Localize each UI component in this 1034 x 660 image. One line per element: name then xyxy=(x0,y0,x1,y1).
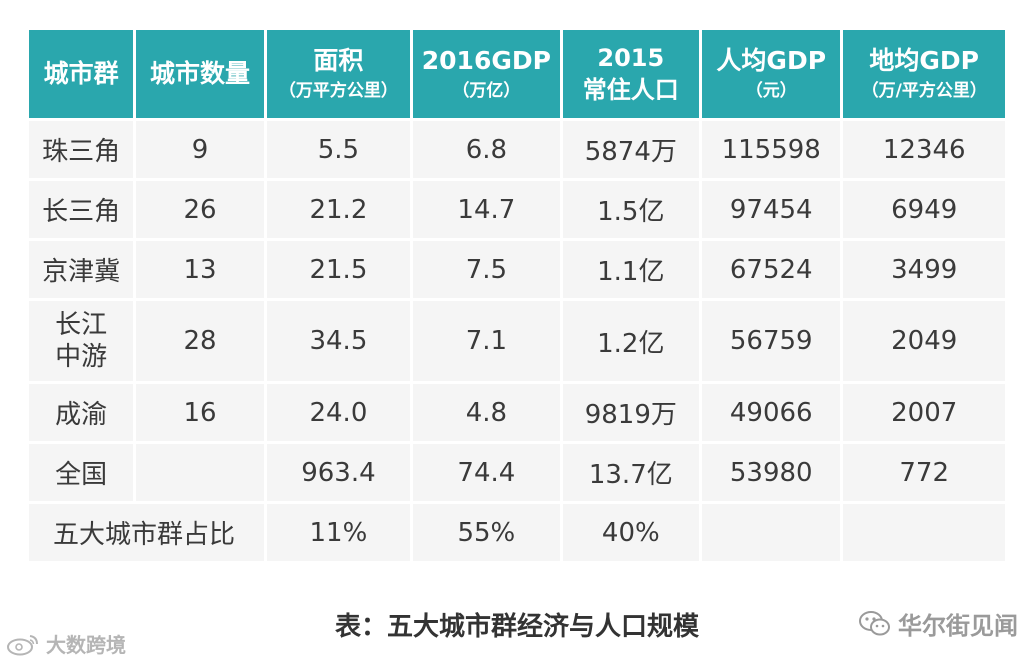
cell-gdp-per-area: 3499 xyxy=(843,241,1005,301)
cell-count: 28 xyxy=(136,301,264,384)
cell-gdp: 6.8 xyxy=(413,121,560,181)
cell-area: 963.4 xyxy=(266,444,411,504)
watermark-left-text: 大数跨境 xyxy=(46,633,126,657)
cell-name-line2: 中游 xyxy=(55,342,108,372)
table-row: 成渝 16 24.0 4.8 9819万 49066 2007 xyxy=(29,384,1005,444)
cell-gdp-per-capita: 67524 xyxy=(702,241,841,301)
share-area: 11% xyxy=(266,504,411,564)
share-empty xyxy=(702,504,841,564)
share-row: 五大城市群占比 11% 55% 40% xyxy=(29,504,1005,564)
table-row: 京津冀 13 21.5 7.5 1.1亿 67524 3499 xyxy=(29,241,1005,301)
cell-name: 成渝 xyxy=(29,384,134,444)
table-row: 珠三角 9 5.5 6.8 5874万 115598 12346 xyxy=(29,121,1005,181)
watermark-left: 大数跨境 xyxy=(6,629,126,658)
table-caption: 表：五大城市群经济与人口规模 xyxy=(334,612,699,642)
cell-count: 9 xyxy=(136,121,264,181)
cell-area: 34.5 xyxy=(266,301,411,384)
share-gdp: 55% xyxy=(413,504,560,564)
cell-area: 5.5 xyxy=(266,121,411,181)
cell-population: 1.5亿 xyxy=(562,181,700,241)
cell-count xyxy=(136,444,264,504)
cell-population: 9819万 xyxy=(562,384,700,444)
cell-gdp-per-area: 2049 xyxy=(843,301,1005,384)
cell-gdp: 14.7 xyxy=(413,181,560,241)
cell-gdp-per-capita: 115598 xyxy=(702,121,841,181)
header-row: 城市群 城市数量 面积 （万平方公里） 2016GDP （万亿） 2015 常住人口 … xyxy=(29,30,1005,121)
data-table-container: 城市群 城市数量 面积 （万平方公里） 2016GDP （万亿） 2015 常住人口 … xyxy=(26,30,1008,564)
cell-name: 京津冀 xyxy=(29,241,134,301)
share-population: 40% xyxy=(562,504,700,564)
cell-gdp: 7.1 xyxy=(413,301,560,384)
cell-gdp-per-capita: 49066 xyxy=(702,384,841,444)
cell-name-line1: 长江 xyxy=(55,310,108,340)
cell-gdp: 7.5 xyxy=(413,241,560,301)
header-population: 2015 常住人口 xyxy=(562,30,700,121)
header-gdp-per-area: 地均GDP （万/平方公里） xyxy=(843,30,1005,121)
cell-gdp-per-area: 2007 xyxy=(843,384,1005,444)
share-empty xyxy=(843,504,1005,564)
cell-name: 长江 中游 xyxy=(29,301,134,384)
cell-count: 16 xyxy=(136,384,264,444)
city-cluster-table: 城市群 城市数量 面积 （万平方公里） 2016GDP （万亿） 2015 常住人口 … xyxy=(26,30,1008,564)
header-area: 面积 （万平方公里） xyxy=(266,30,411,121)
table-row: 全国 963.4 74.4 13.7亿 53980 772 xyxy=(29,444,1005,504)
cell-count: 26 xyxy=(136,181,264,241)
cell-area: 21.5 xyxy=(266,241,411,301)
cell-gdp: 74.4 xyxy=(413,444,560,504)
table-row: 长江 中游 28 34.5 7.1 1.2亿 56759 2049 xyxy=(29,301,1005,384)
header-gdp: 2016GDP （万亿） xyxy=(413,30,560,121)
cell-gdp-per-capita: 56759 xyxy=(702,301,841,384)
cell-gdp-per-area: 6949 xyxy=(843,181,1005,241)
cell-population: 5874万 xyxy=(562,121,700,181)
cell-name: 珠三角 xyxy=(29,121,134,181)
cell-area: 24.0 xyxy=(266,384,411,444)
header-gdp-per-capita: 人均GDP （元） xyxy=(702,30,841,121)
cell-population: 1.2亿 xyxy=(562,301,700,384)
cell-population: 13.7亿 xyxy=(562,444,700,504)
cell-population: 1.1亿 xyxy=(562,241,700,301)
share-label: 五大城市群占比 xyxy=(29,504,264,564)
cell-name: 全国 xyxy=(29,444,134,504)
watermark-right-text: 华尔街见闻 xyxy=(898,612,1018,640)
cell-count: 13 xyxy=(136,241,264,301)
cell-gdp-per-area: 12346 xyxy=(843,121,1005,181)
wechat-icon xyxy=(859,610,890,635)
cell-name: 长三角 xyxy=(29,181,134,241)
header-cluster: 城市群 xyxy=(29,30,134,121)
cell-gdp-per-area: 772 xyxy=(843,444,1005,504)
watermark-right: 华尔街见闻 xyxy=(858,606,1018,641)
cell-gdp: 4.8 xyxy=(413,384,560,444)
cell-gdp-per-capita: 97454 xyxy=(702,181,841,241)
cell-gdp-per-capita: 53980 xyxy=(702,444,841,504)
header-city-count: 城市数量 xyxy=(136,30,264,121)
weibo-icon xyxy=(7,634,38,655)
table-row: 长三角 26 21.2 14.7 1.5亿 97454 6949 xyxy=(29,181,1005,241)
cell-area: 21.2 xyxy=(266,181,411,241)
